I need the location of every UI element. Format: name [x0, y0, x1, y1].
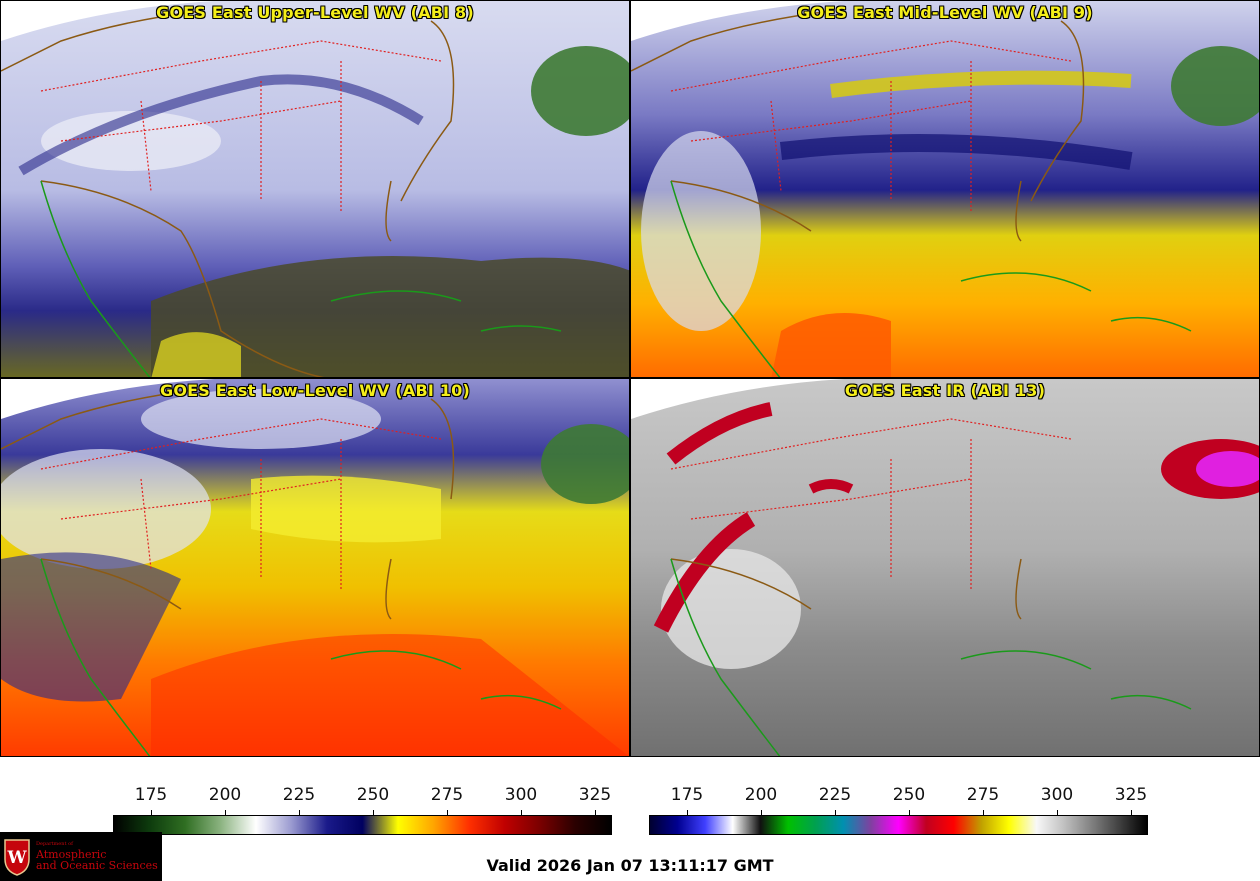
panel-title: GOES East IR (ABI 13) [844, 381, 1046, 400]
svg-text:W: W [6, 848, 27, 868]
colorbar-tick-label: 250 [892, 785, 926, 805]
colorbar-tick-mark [761, 810, 762, 815]
upper-level-wv-image [1, 1, 629, 377]
panel-title: GOES East Low-Level WV (ABI 10) [159, 381, 470, 400]
colorbar-tick-label: 325 [1114, 785, 1148, 805]
colorbar-tick-label: 200 [208, 785, 242, 805]
panel-title: GOES East Upper-Level WV (ABI 8) [156, 3, 474, 22]
colorbar-tick-mark [835, 810, 836, 815]
aos-logo: W Department of Atmospheric and Oceanic … [0, 832, 162, 881]
colorbar-tick-label: 275 [430, 785, 464, 805]
colorbar-tick-mark [1057, 810, 1058, 815]
colorbar-tick-mark [447, 810, 448, 815]
low-level-wv-panel: GOES East Low-Level WV (ABI 10) [0, 378, 630, 757]
colorbar-tick-mark [151, 810, 152, 815]
upper-level-wv-panel: GOES East Upper-Level WV (ABI 8) [0, 0, 630, 378]
colorbar-tick-mark [373, 810, 374, 815]
colorbar-tick-mark [595, 810, 596, 815]
colorbar-gradient [113, 815, 612, 835]
colorbar-tick-mark [1131, 810, 1132, 815]
colorbar-tick-label: 250 [356, 785, 390, 805]
colorbar-tick-mark [909, 810, 910, 815]
colorbar-tick-mark [687, 810, 688, 815]
logo-line1: Atmospheric [36, 848, 107, 861]
panel-title: GOES East Mid-Level WV (ABI 9) [797, 3, 1093, 22]
low-level-wv-image [1, 379, 629, 756]
colorbar-tick-mark [983, 810, 984, 815]
colorbar-tick-mark [521, 810, 522, 815]
colorbar-tick-mark [299, 810, 300, 815]
colorbar-tick-label: 225 [282, 785, 316, 805]
ir-image [631, 379, 1259, 756]
logo-line2: and Oceanic Sciences [36, 859, 158, 872]
valid-time: Valid 2026 Jan 07 13:11:17 GMT [486, 856, 774, 875]
ir-panel: GOES East IR (ABI 13) [630, 378, 1260, 757]
colorbar-tick-label: 225 [818, 785, 852, 805]
colorbar-tick-label: 200 [744, 785, 778, 805]
colorbar-tick-label: 175 [134, 785, 168, 805]
colorbar-tick-label: 300 [1040, 785, 1074, 805]
logo-dept: Department of [36, 841, 73, 847]
colorbar-tick-label: 275 [966, 785, 1000, 805]
uw-crest-icon: W [4, 838, 30, 876]
colorbar-tick-mark [225, 810, 226, 815]
mid-level-wv-image [631, 1, 1259, 377]
colorbar-tick-label: 175 [670, 785, 704, 805]
colorbar-tick-label: 300 [504, 785, 538, 805]
colorbar-gradient [649, 815, 1148, 835]
colorbar-tick-label: 325 [578, 785, 612, 805]
mid-level-wv-panel: GOES East Mid-Level WV (ABI 9) [630, 0, 1260, 378]
